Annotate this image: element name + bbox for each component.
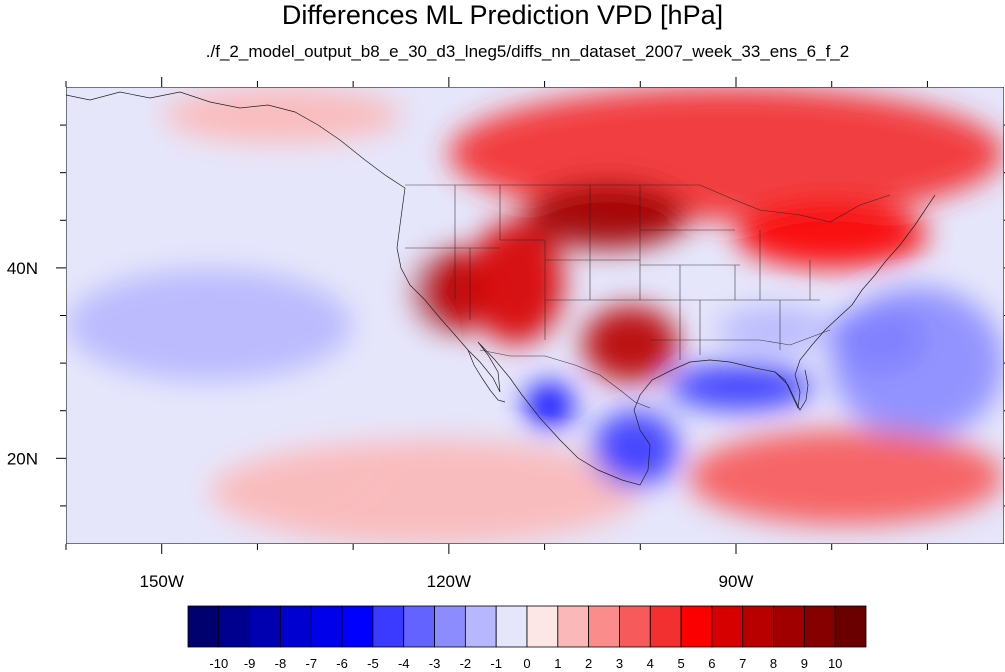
colorbar-swatch [341, 605, 374, 648]
region-6 [467, 220, 564, 345]
colorbar-label: -7 [305, 656, 317, 671]
colorbar-label: 9 [801, 656, 808, 671]
colorbar-label: 10 [828, 656, 842, 671]
colorbar-swatch [742, 605, 774, 648]
colorbar-swatch [280, 605, 312, 648]
colorbar-swatch [310, 605, 343, 648]
state-lines-east [640, 229, 831, 360]
x-tick-label: 150W [140, 572, 184, 591]
colorbar-swatch [557, 605, 590, 648]
region-14 [592, 410, 679, 487]
region-4 [161, 87, 401, 145]
colorbar-label: 3 [616, 656, 623, 671]
colorbar: -10 -9 -8 -7 -6 -5 -4 -3 -2 -1 0 1 2 3 4 5 6 7 8 9 10 [187, 605, 867, 671]
colorbar-swatch [464, 605, 497, 648]
region-3 [448, 87, 1004, 221]
colorbar-label: 2 [585, 656, 592, 671]
coastline-layer [66, 91, 936, 486]
region-10 [669, 363, 813, 411]
region-9 [716, 305, 832, 354]
us-canada-border [405, 184, 891, 223]
colorbar-swatch [649, 605, 682, 648]
chart-title: Differences ML Prediction VPD [hPa] [281, 0, 724, 30]
colorbar-swatch [372, 605, 405, 648]
colorbar-label: 4 [647, 656, 654, 671]
region-15 [688, 429, 1004, 525]
colorbar-label: -2 [460, 656, 472, 671]
region-5 [410, 248, 488, 335]
colorbar-swatch [588, 605, 620, 648]
axes-layer: 150W 120W 90W 40N 20N [7, 77, 1005, 591]
region-16 [736, 201, 928, 268]
colorbar-swatch [495, 605, 528, 648]
colorbar-label: 0 [523, 656, 530, 671]
colorbar-label: -10 [209, 656, 228, 671]
colorbar-label: -3 [429, 656, 441, 671]
x-tick-label: 90W [719, 572, 754, 591]
colorbar-swatch [218, 605, 251, 648]
colorbar-label: -4 [398, 656, 410, 671]
region-2 [209, 439, 641, 544]
colorbar-swatch [711, 605, 744, 648]
colorbar-swatch [834, 605, 867, 648]
colorbar-label: -6 [336, 656, 348, 671]
colorbar-swatch [249, 605, 281, 648]
colorbar-label: 1 [554, 656, 561, 671]
region-7 [525, 182, 689, 249]
region-8 [582, 305, 679, 383]
chart-subtitle: ./f_2_model_output_b8_e_30_d3_lneg5/diff… [205, 42, 850, 61]
colorbar-swatch [187, 605, 220, 648]
colorbar-swatch [680, 605, 713, 648]
region-1 [66, 267, 354, 383]
alaska-coastline [66, 91, 406, 189]
colorbar-label: -8 [275, 656, 287, 671]
colorbar-swatch [434, 605, 466, 648]
colorbar-swatch [526, 605, 559, 648]
colorbar-swatch [403, 605, 435, 648]
us-mexico-border [479, 349, 651, 409]
plot-area [66, 87, 1004, 544]
y-tick-label: 20N [7, 449, 38, 468]
florida-coastline [774, 369, 809, 411]
y-tick-label: 40N [7, 259, 38, 278]
colorbar-label: -9 [244, 656, 256, 671]
colorbar-label: 8 [770, 656, 777, 671]
colorbar-label: 7 [739, 656, 746, 671]
colorbar-label: -1 [490, 656, 502, 671]
x-tick-label: 120W [427, 572, 471, 591]
region-layer [66, 87, 1004, 544]
colorbar-swatch [803, 605, 836, 648]
colorbar-label: -5 [367, 656, 379, 671]
north-america-coastline [396, 187, 936, 486]
state-lines-west [405, 185, 641, 340]
region-13 [525, 382, 574, 430]
colorbar-swatch [619, 605, 651, 648]
colorbar-label: 5 [677, 656, 684, 671]
region-12 [831, 286, 1004, 440]
colorbar-label: 6 [708, 656, 715, 671]
baja-coastline [467, 349, 506, 403]
colorbar-swatch [773, 605, 805, 648]
state-borders-layer [405, 184, 891, 409]
